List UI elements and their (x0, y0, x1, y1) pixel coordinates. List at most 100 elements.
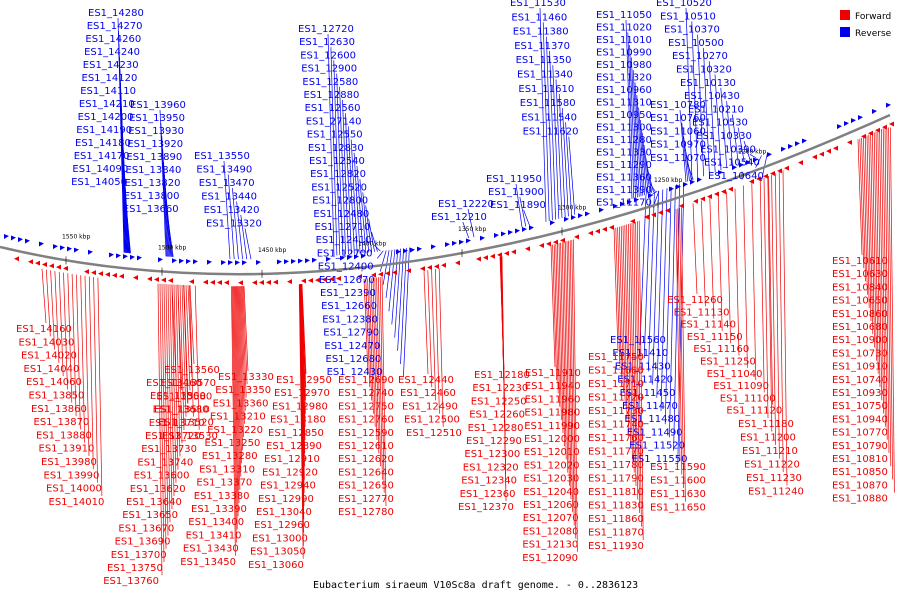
reverse-gene-label: ES1_11020 (596, 23, 652, 34)
forward-gene-label: ES1_10680 (832, 322, 888, 333)
label-connector (673, 184, 680, 451)
reverse-gene-arrow (417, 246, 422, 252)
reverse-gene-label: ES1_10370 (664, 25, 720, 36)
forward-gene-label: ES1_12040 (523, 487, 579, 498)
label-connector (377, 250, 384, 259)
reverse-gene-label: ES1_12820 (310, 169, 366, 180)
label-connector (50, 270, 55, 350)
label-connector (240, 286, 245, 424)
label-connector (231, 286, 237, 543)
label-connector (857, 139, 863, 256)
forward-gene-arrow (511, 249, 516, 255)
forward-gene-label: ES1_10860 (832, 309, 888, 320)
forward-gene-label: ES1_12620 (338, 454, 394, 465)
forward-gene-arrow (826, 148, 831, 154)
forward-gene-label: ES1_14010 (49, 497, 105, 508)
forward-gene-arrow (322, 277, 327, 283)
reverse-gene-arrow (550, 220, 555, 226)
label-connector (67, 273, 73, 403)
label-connector (681, 123, 689, 182)
reverse-gene-label: ES1_11300 (596, 123, 652, 134)
forward-gene-label: ES1_14030 (19, 337, 75, 348)
label-connector (615, 227, 621, 365)
reverse-gene-arrow (256, 260, 261, 266)
forward-gene-label: ES1_13450 (180, 557, 236, 568)
reverse-gene-arrow (648, 193, 653, 199)
forward-gene-arrow (203, 279, 208, 285)
reverse-gene-label: ES1_11450 (620, 388, 676, 399)
label-connector (563, 241, 569, 473)
reverse-gene-label: ES1_11390 (596, 185, 652, 196)
label-connector (236, 201, 243, 260)
reverse-gene-label: ES1_10640 (708, 171, 764, 182)
reverse-gene-arrow (459, 239, 464, 245)
reverse-gene-label: ES1_13820 (125, 178, 181, 189)
forward-gene-arrow (49, 263, 54, 269)
label-connector (233, 286, 239, 517)
label-connector (97, 277, 103, 496)
label-connector (370, 278, 376, 427)
forward-gene-arrow (861, 133, 866, 139)
reverse-gene-arrow (109, 252, 114, 258)
label-connector (669, 185, 676, 438)
label-connector (435, 269, 440, 414)
reverse-gene-arrow (347, 255, 352, 261)
label-connector (771, 174, 776, 446)
reverse-gene-label: ES1_11310 (596, 98, 652, 109)
forward-gene-arrow (420, 266, 425, 272)
label-connector (63, 272, 68, 390)
reverse-gene-arrow (529, 225, 534, 231)
forward-gene-label: ES1_10740 (832, 375, 888, 386)
forward-gene-label: ES1_13980 (41, 457, 97, 468)
label-connector (400, 247, 407, 365)
reverse-gene-label: ES1_11010 (596, 35, 652, 46)
label-connector (124, 186, 131, 254)
label-connector (569, 240, 575, 526)
forward-gene-label: ES1_14040 (24, 364, 80, 375)
reverse-gene-arrow (788, 144, 793, 150)
forward-gene-label: ES1_10630 (832, 269, 888, 280)
reverse-gene-arrow (207, 259, 212, 265)
label-connector (641, 132, 649, 195)
forward-gene-label: ES1_13650 (122, 510, 178, 521)
reverse-gene-label: ES1_12800 (312, 196, 368, 207)
forward-gene-label: ES1_11220 (744, 460, 800, 471)
reverse-gene-arrow (683, 182, 688, 188)
reverse-gene-label: ES1_13420 (204, 205, 260, 216)
label-connector (363, 278, 369, 375)
label-connector (767, 176, 773, 432)
label-connector (557, 243, 562, 420)
reverse-gene-arrow (564, 216, 569, 222)
forward-gene-arrow (427, 265, 432, 271)
forward-gene-arrow (266, 279, 271, 285)
label-connector (157, 283, 163, 576)
label-connector (872, 133, 877, 361)
reverse-gene-arrow (697, 177, 702, 183)
forward-gene-label: ES1_12230 (472, 383, 528, 394)
reverse-gene-arrow (60, 245, 65, 251)
label-connector (161, 283, 167, 549)
forward-gene-arrow (504, 250, 509, 256)
label-connector (652, 190, 659, 385)
label-connector (431, 269, 436, 401)
reverse-gene-arrow (886, 102, 891, 108)
forward-gene-arrow (728, 186, 733, 192)
forward-gene-arrow (105, 272, 110, 278)
forward-gene-label: ES1_12460 (400, 388, 456, 399)
label-connector (93, 277, 98, 483)
reverse-gene-label: ES1_11610 (518, 84, 574, 95)
label-connector (519, 196, 527, 227)
forward-gene-arrow (315, 277, 320, 283)
reverse-gene-arrow (228, 260, 233, 266)
label-connector (679, 109, 687, 183)
label-connector (359, 179, 367, 253)
reverse-gene-label: ES1_12700 (317, 248, 373, 259)
reverse-gene-label: ES1_11560 (610, 335, 666, 346)
reverse-gene-arrow (501, 231, 506, 237)
forward-gene-arrow (91, 270, 96, 276)
forward-gene-arrow (847, 139, 852, 145)
label-connector (568, 136, 576, 215)
forward-gene-arrow (658, 210, 663, 216)
reverse-gene-arrow (781, 146, 786, 152)
